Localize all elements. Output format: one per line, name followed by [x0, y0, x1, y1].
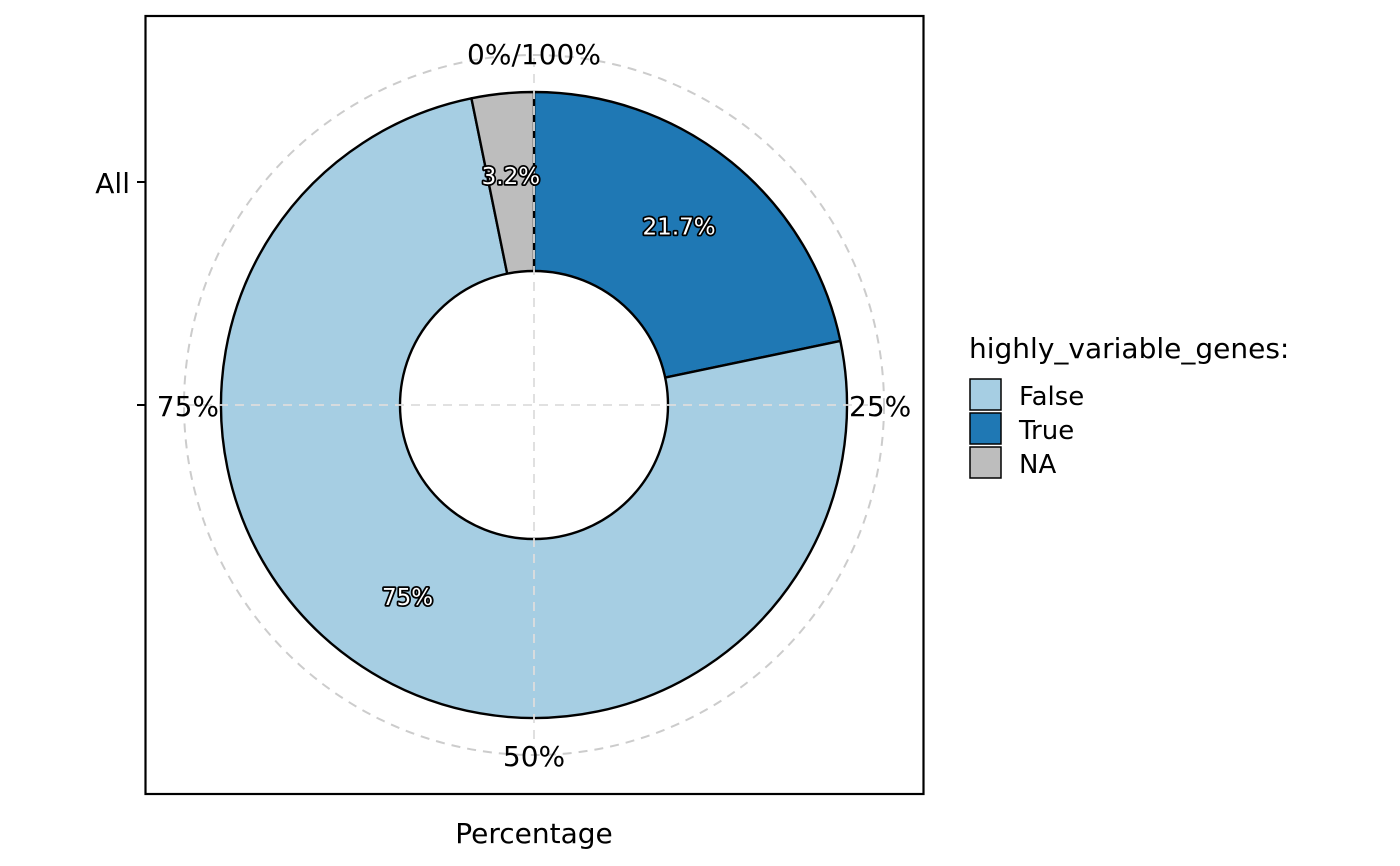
legend-key-na [969, 446, 1002, 479]
angle-tick-label-right: 25% [849, 390, 911, 423]
legend-entries: False True NA [969, 378, 1084, 480]
outer-grid-circle [183, 54, 885, 756]
legend-label-false: False [1019, 382, 1084, 412]
angle-tick-label-bottom: 50% [503, 740, 565, 773]
legend-label-na: NA [1019, 450, 1056, 480]
legend-label-true: True [1018, 416, 1074, 446]
legend-title: highly_variable_genes: [969, 332, 1289, 365]
legend-key-false [969, 378, 1002, 411]
slice-labels-group: 21.7% 75% 3.2% [380, 162, 717, 613]
angle-tick-label-top: 0%/100% [467, 38, 601, 71]
legend-key-true [969, 412, 1002, 445]
legend: highly_variable_genes: False True NA [969, 332, 1289, 480]
x-axis-title: Percentage [455, 817, 613, 850]
slice-label-na: 3.2% [482, 164, 540, 190]
slice-label-false: 75% [382, 585, 433, 611]
y-tick-label-all: All [95, 167, 130, 200]
slice-label-true: 21.7% [643, 215, 716, 241]
angle-tick-label-left: 75% [157, 390, 219, 423]
